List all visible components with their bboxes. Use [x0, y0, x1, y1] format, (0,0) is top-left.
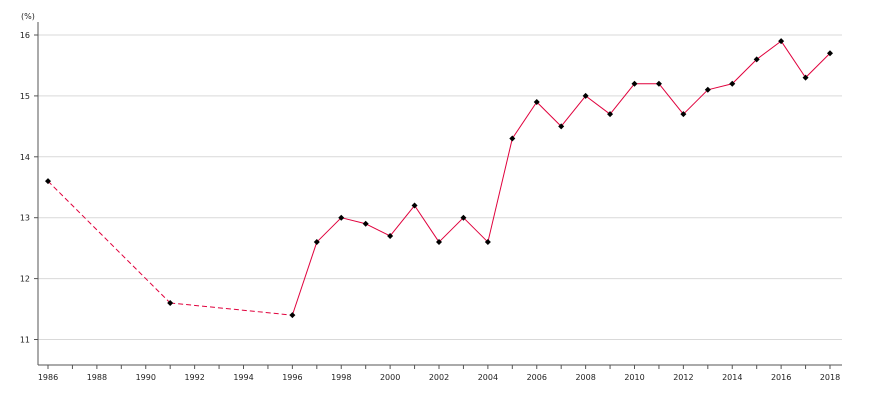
series-segment-2003-2004 — [463, 218, 487, 242]
x-tick-label-1990: 1990 — [136, 373, 156, 382]
y-tick-label-15: 15 — [20, 92, 30, 101]
y-tick-label-14: 14 — [20, 153, 30, 162]
y-axis-unit-label: (%) — [21, 12, 35, 21]
series-segment-1991-1996 — [170, 303, 292, 315]
x-tick-label-1988: 1988 — [87, 373, 107, 382]
series-segment-2006-2007 — [537, 102, 561, 126]
x-tick-label-1998: 1998 — [331, 373, 351, 382]
axes: 11 12 13 14 15 16 1986 1988 1990 1992 1994 1996 1998… — [20, 22, 842, 382]
series-segment-1998-1999 — [341, 218, 365, 224]
series-segment-1999-2000 — [366, 224, 390, 236]
x-tick-label-1994: 1994 — [233, 373, 253, 382]
x-tick-label-2002: 2002 — [429, 373, 449, 382]
series-segment-2012-2013 — [683, 90, 707, 114]
marker-layer — [45, 38, 833, 318]
y-tick-label-16: 16 — [20, 31, 30, 40]
x-tick-label-2010: 2010 — [624, 373, 644, 382]
data-point-2005 — [509, 136, 515, 142]
gridlines — [38, 35, 842, 340]
series-segment-2013-2014 — [708, 84, 732, 90]
x-tick-label-2018: 2018 — [820, 373, 840, 382]
x-tick-label-2000: 2000 — [380, 373, 400, 382]
series-segment-2011-2012 — [659, 84, 683, 114]
x-tick-label-1986: 1986 — [38, 373, 58, 382]
series-segment-1986-1991 — [48, 181, 170, 303]
series-segment-2002-2003 — [439, 218, 463, 242]
series-segment-2001-2002 — [415, 206, 439, 243]
x-tick-label-1996: 1996 — [282, 373, 302, 382]
x-tick-label-1992: 1992 — [184, 373, 204, 382]
data-point-1996 — [289, 312, 295, 318]
series-segment-2014-2015 — [732, 59, 756, 83]
x-tick-label-2006: 2006 — [527, 373, 547, 382]
series-segment-2005-2006 — [512, 102, 536, 139]
series-segment-2009-2010 — [610, 84, 634, 114]
x-tick-label-2004: 2004 — [478, 373, 498, 382]
x-tick-label-2016: 2016 — [771, 373, 791, 382]
y-tick-label-12: 12 — [20, 275, 30, 284]
x-tick-label-2014: 2014 — [722, 373, 742, 382]
x-tick-label-2008: 2008 — [575, 373, 595, 382]
x-tick-label-2012: 2012 — [673, 373, 693, 382]
series-segment-2016-2017 — [781, 41, 805, 78]
series-segment-2015-2016 — [757, 41, 781, 59]
series-segment-2000-2001 — [390, 206, 414, 236]
series-segment-2017-2018 — [806, 53, 830, 77]
series-segment-2008-2009 — [586, 96, 610, 114]
y-tick-label-13: 13 — [20, 214, 30, 223]
series-segment-2007-2008 — [561, 96, 585, 126]
y-tick-label-11: 11 — [20, 336, 30, 345]
series-layer — [48, 41, 830, 315]
series-segment-1997-1998 — [317, 218, 341, 242]
series-segment-2004-2005 — [488, 139, 512, 243]
data-point-1999 — [363, 221, 369, 227]
